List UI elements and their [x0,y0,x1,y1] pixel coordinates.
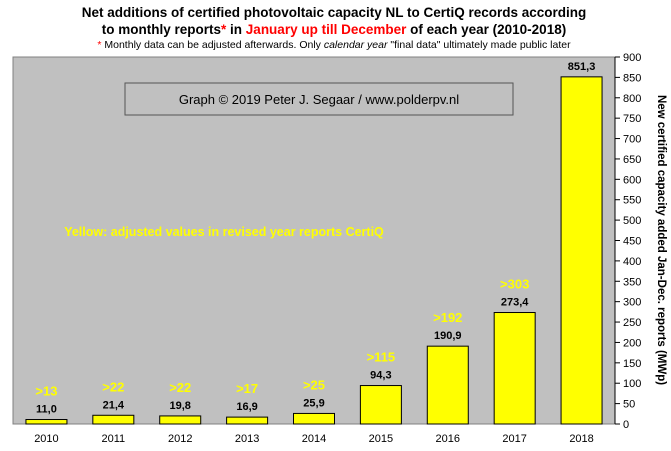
revised-label: >13 [35,384,57,399]
chart-subtitle: * Monthly data can be adjusted afterward… [97,39,571,51]
y-tick-label: 100 [623,378,641,390]
y-tick-label: 500 [623,215,641,227]
bar [426,345,469,425]
bar [25,419,68,425]
revised-annotation: Yellow: adjusted values in revised year … [64,225,384,239]
x-tick-labels: 2010 2011 2012 2013 2014 2015 2016 2017 2018 [34,433,594,445]
data-label: 273,4 [501,297,529,309]
y-tick-label: 450 [623,236,641,248]
bar [226,416,269,425]
x-tick-label: 2013 [235,433,259,445]
credit-text: Graph © 2019 Peter J. Segaar / www.polde… [179,92,459,107]
revised-label: >25 [303,377,325,392]
data-label: 21,4 [103,399,125,411]
credit-box [124,82,514,116]
bar [159,415,202,425]
x-tick-label: 2014 [302,433,326,445]
y-tick-label: 650 [623,154,641,166]
y-tick-label: 150 [623,358,641,370]
y-tick-label: 300 [623,297,641,309]
x-tick-label: 2012 [168,433,192,445]
data-label: 190,9 [434,330,462,342]
y-axis-label: New certified capacity added Jan-Dec. re… [655,95,667,385]
bar [560,76,603,425]
y-tick-label: 0 [623,419,629,431]
x-tick-label: 2016 [436,433,460,445]
revised-label: >303 [500,277,529,292]
y-tick-label: 350 [623,276,641,288]
y-tick-label: 50 [623,399,635,411]
x-tick-label: 2010 [34,433,58,445]
bar [92,414,135,425]
y-tick-label: 850 [623,72,641,84]
y-tick-label: 750 [623,113,641,125]
y-tick-label: 600 [623,174,641,186]
revised-label: >192 [433,310,462,325]
bar [359,385,402,425]
chart-title-line2: to monthly reports* in January up till D… [102,22,566,37]
y-ticks: 0 50 100 150 200 250 300 350 400 450 500 550 600 650 7… [615,52,641,431]
revised-label: >115 [367,350,396,365]
y-tick-label: 900 [623,52,641,64]
data-label: 16,9 [236,401,257,413]
y-tick-label: 250 [623,317,641,329]
y-tick-label: 700 [623,134,641,146]
x-tick-label: 2015 [369,433,393,445]
bar [493,312,536,425]
revised-label: >22 [102,379,124,394]
revised-label: >22 [169,380,191,395]
data-label: 11,0 [36,404,57,416]
x-tick-label: 2017 [502,433,526,445]
data-label: 19,8 [170,400,191,412]
x-tick-label: 2018 [569,433,593,445]
revised-label: >17 [236,381,258,396]
y-tick-label: 200 [623,337,641,349]
bars: 11,0 >13 21,4 >22 19,8 >22 16,9 >17 25,9 >25 94,3 >… [25,61,603,425]
data-label: 25,9 [303,397,324,409]
data-label: 851,3 [568,61,596,73]
chart-title-line1: Net additions of certified photovoltaic … [82,5,587,20]
x-tick-label: 2011 [102,433,126,445]
bar [293,412,335,425]
y-tick-label: 400 [623,256,641,268]
y-tick-label: 800 [623,93,641,105]
y-tick-label: 550 [623,195,641,207]
data-label: 94,3 [370,370,391,382]
